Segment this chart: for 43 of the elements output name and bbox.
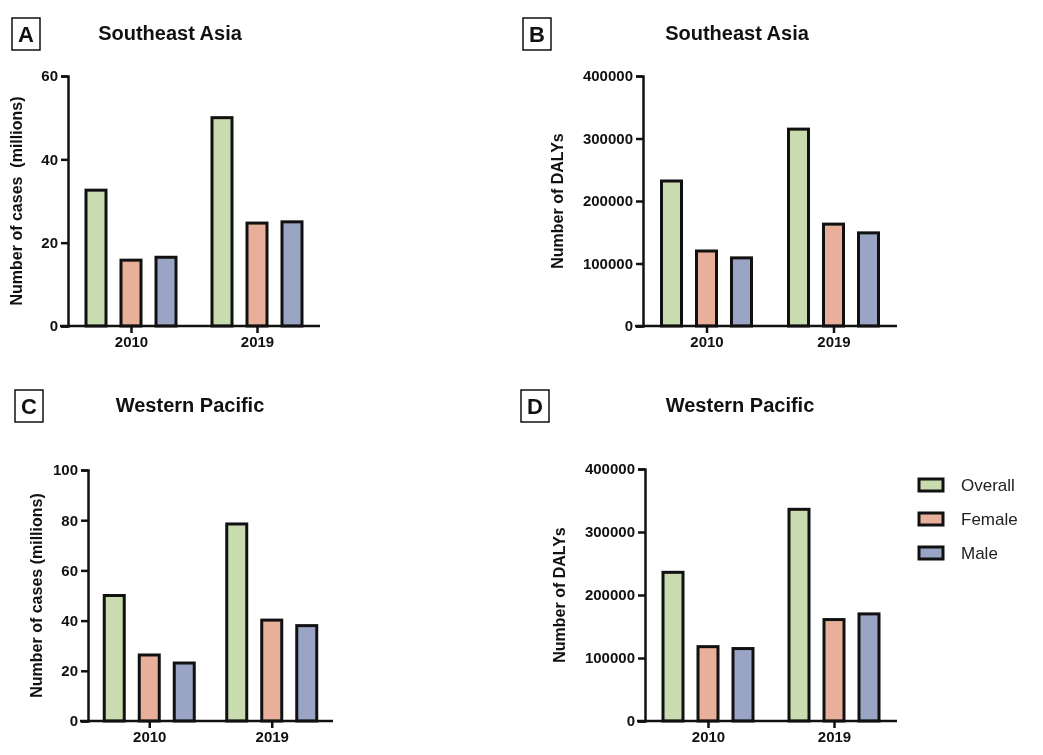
legend-label: Overall	[961, 476, 1015, 495]
y-tick-label: 40	[61, 611, 78, 629]
legend-label: Female	[961, 510, 1018, 529]
y-axis-title: Number of cases (millions)	[8, 96, 25, 306]
y-tick-label: 400000	[582, 67, 633, 85]
y-axis-title: Number of cases (millions)	[28, 493, 45, 698]
y-axis-title: Number of DALYs	[549, 133, 566, 269]
text: B	[529, 22, 545, 47]
chart-title: Southeast Asia	[665, 22, 810, 44]
x-tick-label: 2010	[133, 727, 167, 745]
y-tick-label: 0	[69, 712, 78, 730]
y-tick-label: 60	[41, 67, 58, 85]
x-tick-label: 2019	[817, 332, 851, 350]
y-tick-label: 0	[49, 317, 58, 335]
chart-title: Southeast Asia	[98, 22, 243, 44]
y-tick-label: 100000	[584, 649, 635, 667]
y-tick-label: 100000	[582, 254, 633, 272]
x-tick-label: 2010	[690, 332, 724, 350]
x-tick-label: 2019	[240, 332, 275, 350]
chart-title: Western Pacific	[665, 394, 815, 416]
x-tick-label: 2019	[255, 727, 289, 745]
x-tick-label: 2019	[817, 727, 852, 745]
y-tick-label: 20	[41, 233, 58, 251]
y-axis-title: Number of DALYs	[551, 527, 568, 663]
y-tick-label: 100	[52, 461, 78, 479]
text: C	[21, 394, 38, 419]
x-tick-label: 2010	[114, 332, 149, 350]
text: A	[18, 22, 35, 47]
y-tick-label: 0	[626, 712, 635, 730]
y-tick-label: 200000	[584, 586, 635, 604]
y-tick-label: 60	[61, 561, 78, 579]
chart-title: Western Pacific	[115, 394, 265, 416]
y-tick-label: 80	[61, 511, 78, 529]
y-tick-label: 400000	[584, 460, 635, 478]
y-tick-label: 300000	[582, 129, 633, 147]
x-tick-label: 2010	[691, 727, 726, 745]
y-tick-label: 40	[41, 150, 58, 168]
text: D	[527, 394, 543, 419]
y-tick-label: 20	[61, 662, 78, 680]
legend-label: Male	[961, 544, 998, 563]
y-tick-label: 0	[624, 317, 633, 335]
y-tick-label: 300000	[584, 523, 635, 541]
y-tick-label: 200000	[582, 192, 633, 210]
